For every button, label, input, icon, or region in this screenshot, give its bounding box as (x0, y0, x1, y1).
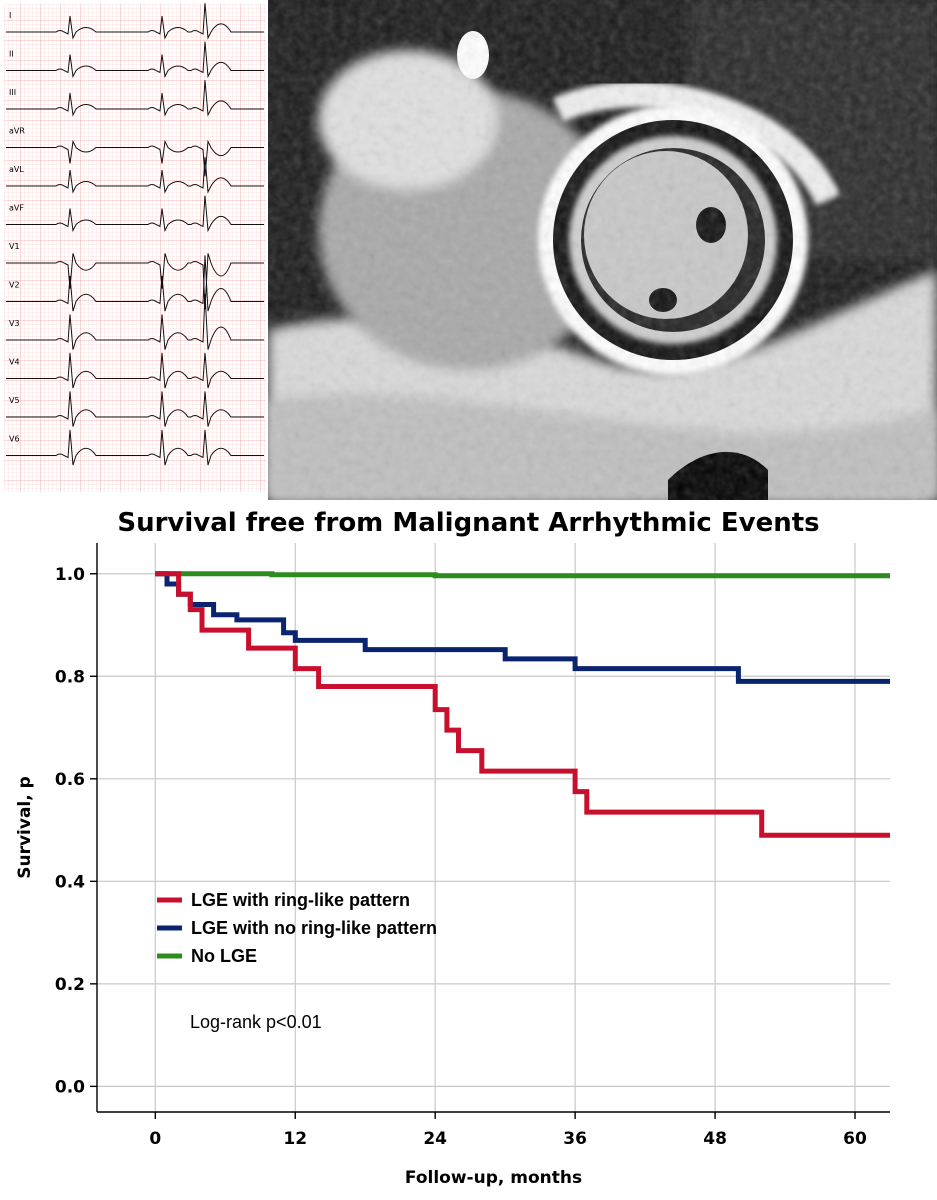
ecg-lead-trace (6, 352, 264, 389)
series-line (155, 571, 890, 838)
ecg-lead-trace (6, 255, 264, 312)
ecg-lead-label: V4 (9, 358, 20, 367)
legend-label: No LGE (191, 946, 257, 966)
mri-short-axis-icon (268, 0, 937, 500)
tick-labels: 0 12 24 36 48 60 0.0 0.2 0.4 0.6 0.8 1.0 (55, 565, 867, 1149)
legend-label: LGE with no ring-like pattern (191, 918, 437, 938)
y-tick-label: 1.0 (55, 565, 85, 585)
log-rank-annotation: Log-rank p<0.01 (190, 1012, 322, 1032)
ecg-lead-label: II (9, 50, 14, 59)
ecg-lead-label: aVL (9, 165, 24, 174)
ecg-lead-trace (6, 41, 264, 79)
x-tick-label: 48 (703, 1129, 727, 1149)
series-layer (155, 571, 890, 838)
ecg-lead-label: aVF (9, 204, 24, 213)
x-axis-label: Follow-up, months (405, 1168, 582, 1188)
ecg-lead-trace (6, 3, 264, 40)
ecg-lead-trace (6, 195, 264, 233)
legend: LGE with ring-like pattern LGE with no ri… (157, 890, 437, 966)
y-tick-label: 0.6 (55, 770, 85, 790)
ecg-grid (4, 4, 266, 492)
x-tick-label: 36 (563, 1129, 587, 1149)
ecg-lead-trace (6, 429, 264, 466)
ecg-lead-trace (6, 80, 264, 117)
x-tick-label: 0 (149, 1129, 161, 1149)
x-tick-label: 12 (283, 1129, 307, 1149)
ecg-lead-label: V3 (9, 319, 20, 328)
chart-title: Survival free from Malignant Arrhythmic … (117, 508, 820, 538)
y-tick-label: 0.0 (55, 1077, 85, 1097)
y-axis-label: Survival, p (15, 776, 35, 879)
y-tick-label: 0.8 (55, 667, 85, 687)
ecg-lead-trace (6, 293, 264, 350)
cardiac-mri-image (268, 0, 937, 500)
ecg-lead-label: V5 (9, 396, 20, 405)
ecg-lead-label: V1 (9, 242, 20, 251)
ecg-panel: I II III aVR aVL aVF V1 V2 V3 V4 V5 V6 (0, 0, 268, 500)
ecg-lead-trace (6, 157, 264, 194)
ecg-lead-label: III (9, 88, 16, 97)
plot-area (97, 543, 890, 1112)
legend-label: LGE with ring-like pattern (191, 890, 410, 910)
ecg-lead-label: V2 (9, 281, 20, 290)
ecg-lead-label: V6 (9, 435, 20, 444)
x-tick-label: 60 (843, 1129, 867, 1149)
x-tick-label: 24 (423, 1129, 447, 1149)
y-tick-label: 0.2 (55, 975, 85, 995)
ecg-lead-trace (6, 391, 264, 427)
series-line (155, 571, 890, 579)
ecg-lead-label: aVR (9, 127, 25, 136)
y-tick-label: 0.4 (55, 872, 85, 892)
axes-layer (90, 543, 890, 1119)
ecg-lead-label: I (9, 11, 11, 20)
